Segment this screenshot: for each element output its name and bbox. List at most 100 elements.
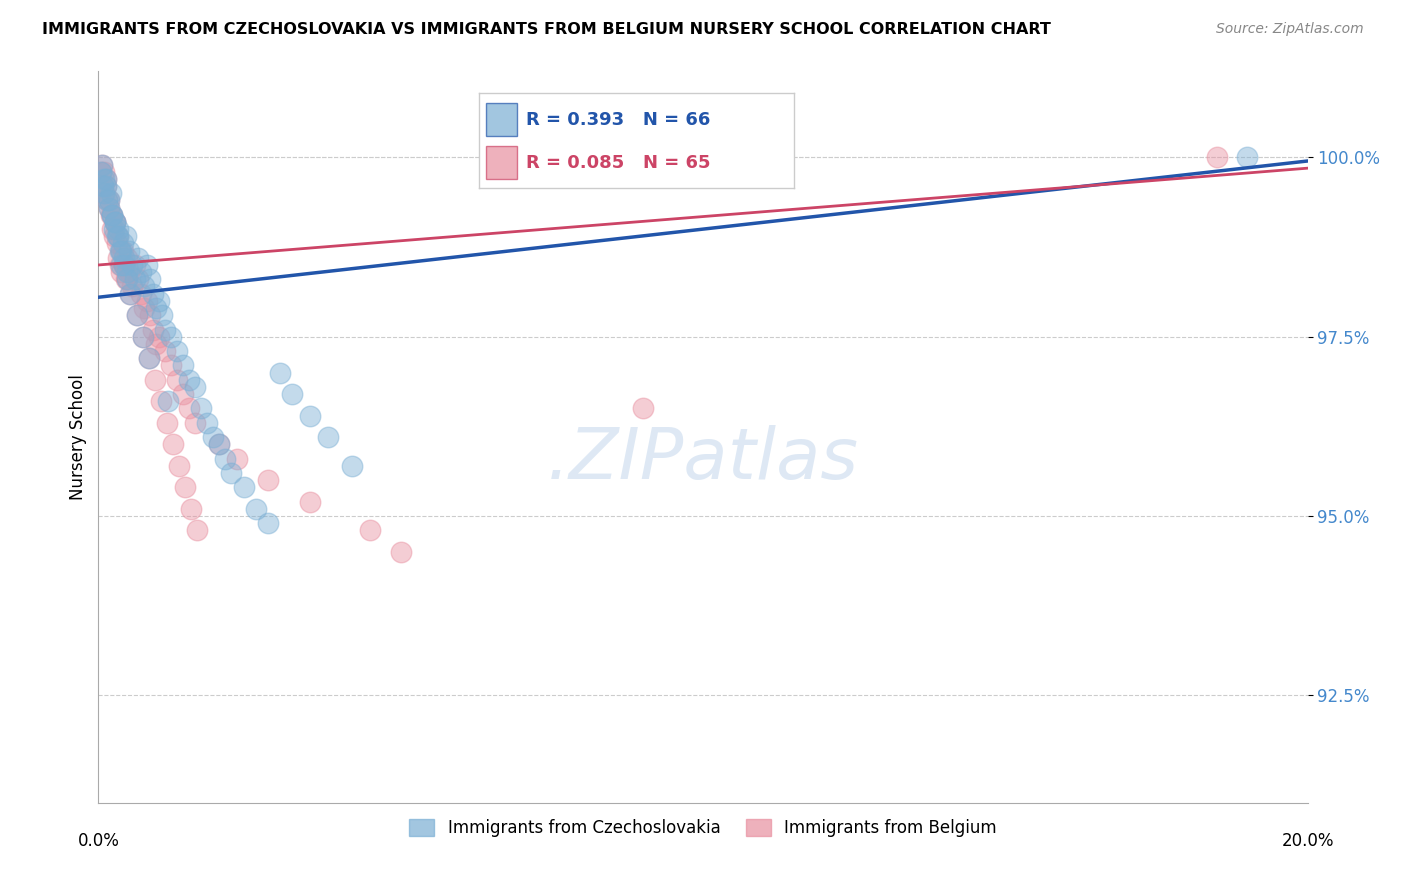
Point — [135, 293, 157, 308]
Point — [108, 244, 131, 258]
Point — [91, 179, 114, 194]
Point — [107, 229, 129, 244]
Point — [180, 501, 202, 516]
Point — [100, 222, 122, 236]
Point — [93, 172, 115, 186]
Point — [107, 251, 129, 265]
Point — [100, 208, 122, 222]
Point — [111, 244, 134, 258]
Point — [145, 301, 167, 315]
Point — [112, 258, 135, 272]
Point — [96, 179, 118, 194]
Point — [148, 329, 170, 343]
Text: 20.0%: 20.0% — [1281, 832, 1334, 850]
Point — [110, 244, 132, 258]
Point — [108, 258, 131, 272]
Point — [150, 308, 173, 322]
Point — [104, 215, 127, 229]
Point — [135, 258, 157, 272]
Point — [110, 244, 132, 258]
Point — [110, 258, 132, 272]
Point — [173, 480, 195, 494]
Point — [96, 194, 118, 208]
Point — [214, 451, 236, 466]
Point — [121, 258, 143, 272]
Point — [96, 179, 118, 194]
Point — [112, 258, 135, 272]
Point — [360, 524, 382, 538]
Point — [245, 501, 267, 516]
Text: 0.0%: 0.0% — [77, 832, 120, 850]
Point — [184, 380, 207, 394]
Point — [129, 265, 152, 279]
Point — [118, 265, 141, 279]
Point — [145, 336, 167, 351]
Point — [1206, 150, 1229, 164]
Point — [101, 208, 124, 222]
Point — [98, 201, 121, 215]
Point — [1236, 150, 1258, 164]
Point — [118, 244, 141, 258]
Point — [132, 301, 155, 315]
Point — [98, 201, 121, 215]
Point — [125, 308, 148, 322]
Text: Source: ZipAtlas.com: Source: ZipAtlas.com — [1216, 22, 1364, 37]
Text: IMMIGRANTS FROM CZECHOSLOVAKIA VS IMMIGRANTS FROM BELGIUM NURSERY SCHOOL CORRELA: IMMIGRANTS FROM CZECHOSLOVAKIA VS IMMIGR… — [42, 22, 1052, 37]
Point — [127, 251, 149, 265]
Point — [97, 194, 120, 208]
Point — [153, 322, 176, 336]
Point — [138, 351, 160, 366]
Point — [299, 494, 322, 508]
Point — [256, 516, 278, 530]
Point — [166, 344, 188, 359]
Point — [103, 229, 125, 244]
Point — [90, 165, 112, 179]
Point — [221, 466, 243, 480]
Point — [120, 286, 142, 301]
Point — [389, 545, 412, 559]
Point — [186, 524, 208, 538]
Point — [149, 394, 172, 409]
Point — [100, 186, 122, 201]
Point — [120, 286, 142, 301]
Point — [115, 272, 138, 286]
Point — [124, 272, 146, 286]
Point — [94, 172, 117, 186]
Point — [256, 473, 278, 487]
Point — [93, 165, 115, 179]
Point — [96, 194, 118, 208]
Point — [100, 208, 122, 222]
Point — [114, 272, 136, 286]
Point — [90, 165, 112, 179]
Point — [114, 229, 136, 244]
Point — [172, 387, 194, 401]
Point — [202, 430, 225, 444]
Point — [156, 416, 179, 430]
Point — [190, 401, 212, 416]
Point — [107, 222, 129, 236]
Point — [208, 437, 231, 451]
Text: .ZIPatlas: .ZIPatlas — [547, 425, 859, 493]
Point — [127, 272, 149, 286]
Point — [112, 251, 135, 265]
Point — [142, 322, 165, 336]
Point — [316, 430, 339, 444]
Point — [91, 158, 114, 172]
Legend: Immigrants from Czechoslovakia, Immigrants from Belgium: Immigrants from Czechoslovakia, Immigran… — [401, 811, 1005, 846]
Point — [132, 279, 155, 293]
Point — [342, 458, 364, 473]
Point — [281, 387, 304, 401]
Point — [142, 286, 165, 301]
Point — [166, 373, 188, 387]
Point — [91, 179, 114, 194]
Point — [226, 451, 249, 466]
Point — [131, 329, 153, 343]
Point — [162, 437, 184, 451]
Point — [232, 480, 254, 494]
Point — [121, 279, 143, 293]
Point — [124, 258, 146, 272]
Point — [103, 222, 125, 236]
Point — [115, 272, 138, 286]
Point — [131, 329, 153, 343]
Point — [269, 366, 291, 380]
